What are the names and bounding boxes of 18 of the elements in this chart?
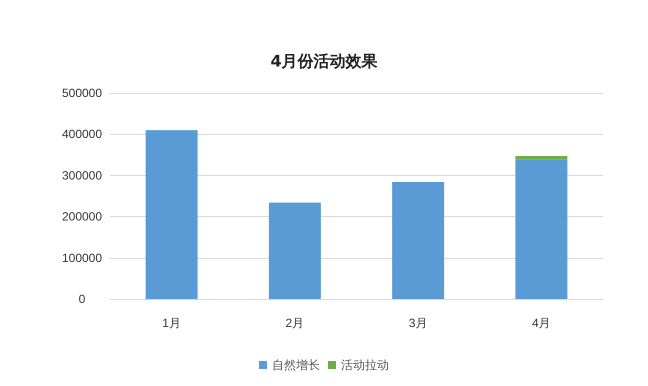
bar bbox=[268, 202, 321, 299]
bar bbox=[515, 156, 568, 160]
y-tick-label: 300000 bbox=[62, 168, 102, 182]
x-tick-label: 3月 bbox=[408, 316, 428, 330]
bar bbox=[392, 182, 444, 299]
y-tick-label: 500000 bbox=[62, 86, 102, 100]
y-tick-label: 0 bbox=[78, 292, 86, 306]
legend-label: 自然增长 bbox=[272, 358, 320, 372]
x-tick-label: 1月 bbox=[162, 316, 181, 330]
x-tick-label: 4月 bbox=[532, 316, 551, 330]
x-tick-label: 2月 bbox=[286, 316, 304, 330]
bar bbox=[146, 130, 198, 299]
bar bbox=[515, 160, 568, 299]
y-tick-label: 100000 bbox=[62, 250, 102, 265]
y-tick-label: 200000 bbox=[62, 210, 102, 224]
legend-label: 活动拉动 bbox=[341, 358, 389, 372]
y-tick-label: 400000 bbox=[62, 127, 102, 142]
chart-title: 4月份活动效果 bbox=[270, 52, 379, 70]
